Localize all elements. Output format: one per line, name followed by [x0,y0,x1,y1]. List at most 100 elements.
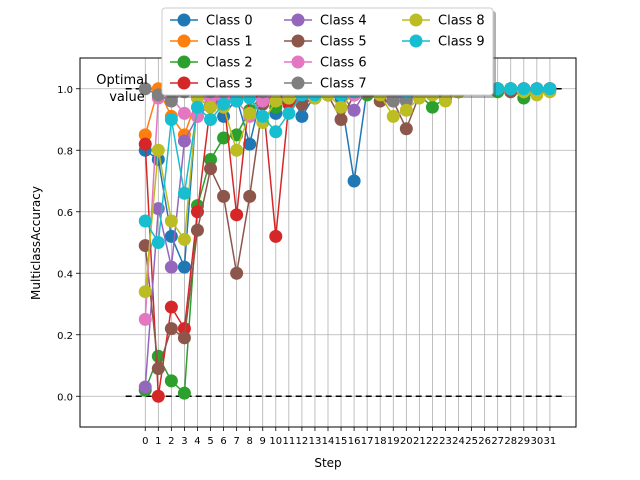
legend-entry-class-3: Class 3 [170,76,253,92]
data-point [138,380,152,394]
data-point [243,137,257,151]
data-point [217,131,231,145]
x-tick-label: 0 [142,436,148,447]
data-point [177,331,191,345]
x-tick-label: 22 [426,436,439,447]
y-axis-label: MulticlassAccuracy [29,186,43,300]
data-point [151,389,165,403]
legend-marker [291,76,305,90]
legend-label: Class 7 [320,77,367,92]
legend-marker [177,34,191,48]
data-point [138,137,152,151]
y-tick-label: 0.6 [57,208,73,219]
x-tick-label: 21 [413,436,426,447]
legend-label: Class 0 [206,14,253,29]
legend-label: Class 4 [320,14,367,29]
data-point [190,100,204,114]
x-tick-label: 23 [439,436,452,447]
data-point [138,82,152,96]
legend-marker [291,13,305,27]
data-point [530,82,544,96]
data-point [138,285,152,299]
data-point [230,143,244,157]
y-tick-label: 1.0 [57,85,73,96]
data-point [204,152,218,166]
legend-entry-class-2: Class 2 [170,55,253,71]
legend-entry-class-4: Class 4 [284,13,367,29]
data-point [230,208,244,222]
data-point [243,106,257,120]
annotation: Optimal value [96,73,147,105]
x-tick-label: 26 [478,436,491,447]
x-tick-label: 12 [296,436,309,447]
x-tick-label: 11 [282,436,295,447]
x-tick-label: 25 [465,436,478,447]
data-point [517,82,531,96]
data-point [399,103,413,117]
x-tick-label: 24 [452,436,465,447]
x-axis-label: Step [314,456,341,470]
x-tick-label: 16 [348,436,361,447]
x-tick-label: 31 [544,436,557,447]
legend-marker [291,55,305,69]
y-tick-label: 0.8 [57,146,73,157]
annotation-line-2: value [109,90,145,105]
legend-entry-class-1: Class 1 [170,34,253,50]
x-tick-label: 20 [400,436,413,447]
legend-marker [409,13,423,27]
data-point [217,97,231,111]
data-point [386,94,400,108]
data-point [491,82,505,96]
data-point [399,122,413,136]
legend-entry-class-5: Class 5 [284,34,367,50]
data-point [190,109,204,123]
data-point [151,362,165,376]
data-point [151,143,165,157]
data-point [151,236,165,249]
y-tick-label: 0.4 [57,269,73,280]
legend-marker [177,13,191,27]
x-tick-label: 18 [374,436,387,447]
data-point [138,312,152,326]
x-tick-label: 28 [504,436,517,447]
legend-entry-class-0: Class 0 [170,13,253,29]
data-point [164,214,178,228]
x-tick-label: 3 [181,436,187,447]
data-point [177,106,191,120]
legend-marker [291,34,305,48]
legend-entry-class-8: Class 8 [402,13,485,29]
x-tick-label: 10 [269,436,282,447]
data-point [230,94,244,108]
data-point [177,134,191,148]
data-point [177,232,191,246]
x-tick-label: 2 [168,436,174,447]
data-point [504,82,518,96]
data-point [334,100,348,114]
legend-entry-class-6: Class 6 [284,55,367,71]
data-point [334,113,348,126]
data-point [190,223,204,237]
legend-label: Class 8 [438,14,485,29]
data-point [204,100,218,114]
legend-label: Class 2 [206,56,253,71]
data-point [295,97,309,111]
x-tick-label: 7 [233,436,239,447]
data-point [230,266,244,280]
x-tick-label: 15 [335,436,348,447]
x-tick-label: 30 [530,436,543,447]
data-point [204,113,218,126]
x-tick-label: 13 [309,436,322,447]
y-tick-label: 0.2 [57,331,73,342]
data-point [164,260,178,274]
legend-entry-class-7: Class 7 [284,76,367,92]
annotation-line-1: Optimal [96,73,147,88]
data-point [295,109,309,123]
data-point [164,374,178,388]
legend-entry-class-9: Class 9 [402,34,485,50]
data-point [138,214,152,228]
x-tick-label: 19 [387,436,400,447]
legend-marker [177,76,191,90]
data-point [138,128,152,142]
x-tick-label: 27 [491,436,504,447]
